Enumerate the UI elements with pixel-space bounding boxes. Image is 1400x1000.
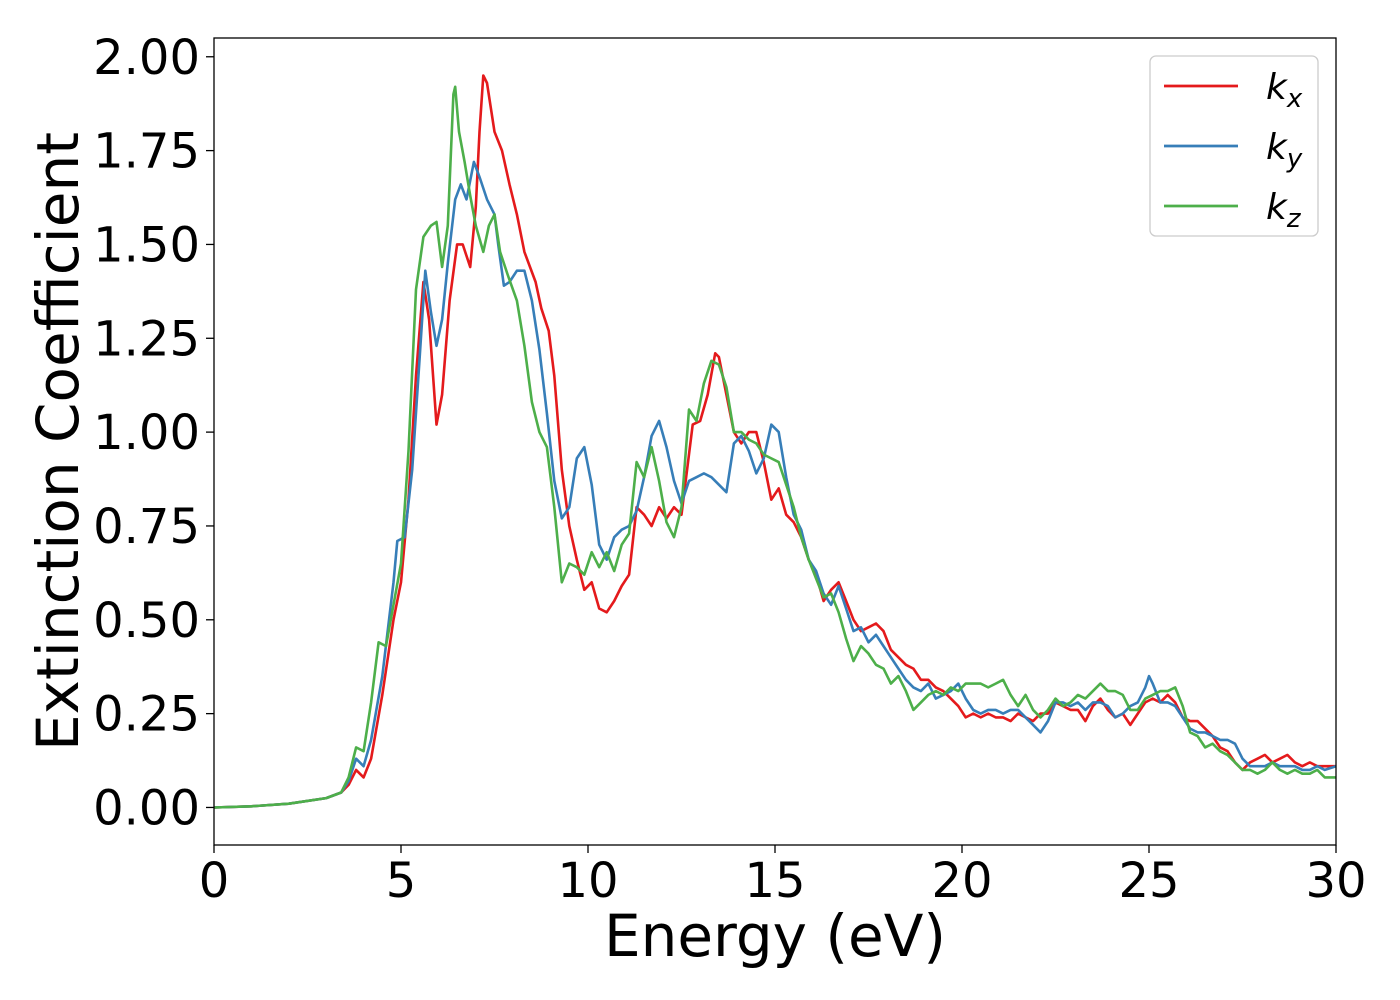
y-tick-label: 0.50 xyxy=(93,593,200,649)
series-line-kz xyxy=(214,85,1336,809)
y-tick-label: 1.50 xyxy=(93,217,200,273)
legend-label-ky: ky xyxy=(1266,127,1303,174)
x-axis-label: Energy (eV) xyxy=(604,902,946,970)
x-tick-label: 0 xyxy=(199,853,230,909)
y-tick-label: 0.00 xyxy=(93,780,200,836)
x-tick-label: 30 xyxy=(1305,853,1366,909)
x-tick-label: 15 xyxy=(744,853,805,909)
x-axis-ticks: 0 5 10 15 20 25 30 xyxy=(199,845,1367,909)
y-tick-label: 0.75 xyxy=(93,499,200,555)
y-tick-label: 2.00 xyxy=(93,30,200,86)
legend-label-kx: kx xyxy=(1266,67,1303,114)
y-tick-label: 1.00 xyxy=(93,405,200,461)
x-tick-label: 20 xyxy=(931,853,992,909)
y-tick-label: 1.25 xyxy=(93,311,200,367)
y-tick-label: 1.75 xyxy=(93,124,200,180)
y-tick-label: 0.25 xyxy=(93,687,200,743)
x-tick-label: 25 xyxy=(1118,853,1179,909)
legend-label-kz: kz xyxy=(1266,187,1302,234)
y-axis-ticks: 0.00 0.25 0.50 0.75 1.00 1.25 1.50 1.75 2.00 xyxy=(93,30,214,836)
series-layer xyxy=(214,74,1336,809)
x-tick-label: 10 xyxy=(557,853,618,909)
legend: kx ky kz xyxy=(1149,55,1319,237)
y-axis-label: Extinction Coefficient xyxy=(24,132,92,751)
x-tick-label: 5 xyxy=(386,853,417,909)
series-line-ky xyxy=(214,160,1336,809)
